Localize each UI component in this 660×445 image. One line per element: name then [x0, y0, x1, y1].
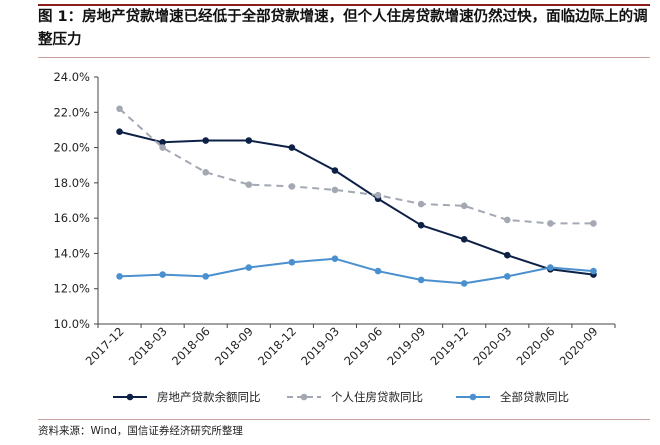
x-tick-label: 2018-03 [126, 324, 170, 368]
series-3-point [159, 271, 166, 278]
x-tick-label: 2019-09 [384, 324, 428, 368]
series-line-1 [119, 130, 594, 276]
title-bottom-rule [38, 57, 650, 58]
figure-title: 图 1：房地产贷款增速已经低于全部贷款增速，但个人住房贷款增速仍然过快，面临边际… [38, 9, 648, 48]
series-3-point [116, 273, 123, 280]
series-3-point [590, 267, 597, 275]
series-2-point [288, 183, 296, 190]
y-tick-label: 16.0% [53, 211, 90, 225]
y-tick-label: 22.0% [53, 105, 90, 119]
y-tick-label: 24.0% [53, 70, 90, 84]
y-tick-label: 20.0% [53, 141, 90, 155]
series-1-point [331, 167, 339, 174]
title-top-rule [38, 4, 650, 6]
series-1-point [503, 251, 511, 259]
legend-marker-3 [469, 393, 477, 401]
x-tick-label: 2019-06 [341, 324, 385, 368]
series-line-2 [118, 108, 594, 225]
series-1-point [202, 137, 210, 144]
series-1-point [460, 236, 468, 243]
x-tick-label: 2020-09 [557, 324, 601, 368]
legend-label-2: 个人住房贷款同比 [331, 390, 423, 404]
series-2-point [547, 220, 554, 227]
series-3-point [417, 276, 425, 284]
series-1-point [116, 128, 123, 135]
source-note: 资料来源：Wind，国信证券经济研究所整理 [38, 425, 243, 437]
series-3-point [245, 264, 253, 271]
series-2-point [245, 181, 253, 188]
y-tick-label: 10.0% [53, 317, 90, 331]
series-3-point [288, 258, 296, 266]
series-2-point [159, 144, 166, 151]
legend-marker-2 [300, 393, 308, 401]
series-2-point [503, 216, 511, 224]
series-2-point [202, 168, 210, 176]
series-1-point [288, 144, 296, 151]
series-3-point [374, 267, 382, 275]
legend-label-3: 全部贷款同比 [500, 390, 569, 404]
legend-marker-1 [126, 393, 134, 401]
series-3-point [460, 280, 468, 287]
series-3-point [331, 255, 339, 263]
x-tick-label: 2019-12 [427, 324, 471, 368]
x-tick-label: 2020-03 [471, 324, 515, 368]
x-tick-label: 2020-06 [514, 324, 558, 368]
x-tick-label: 2019-03 [298, 324, 342, 368]
y-tick-label: 14.0% [53, 246, 90, 260]
series-3-point [202, 273, 210, 280]
series-1-point [159, 138, 166, 146]
y-tick-label: 12.0% [53, 282, 90, 296]
series-2-point [460, 202, 468, 210]
series-line-3 [119, 257, 594, 285]
series-2-point [590, 220, 597, 227]
y-tick-label: 18.0% [53, 176, 90, 190]
series-2-point [374, 191, 382, 199]
source-rule [38, 419, 650, 420]
series-1-point [417, 221, 425, 229]
series-3-point [547, 264, 554, 271]
legend-label-1: 房地产贷款余额同比 [157, 390, 261, 404]
x-tick-label: 2018-12 [255, 324, 299, 368]
series-1-point [245, 137, 253, 144]
series-2-point [116, 105, 123, 113]
series-2-point [331, 186, 339, 194]
series-2-point [417, 200, 425, 208]
x-tick-label: 2018-06 [169, 324, 213, 368]
series-3-point [503, 273, 511, 280]
x-tick-label: 2018-09 [212, 324, 256, 368]
